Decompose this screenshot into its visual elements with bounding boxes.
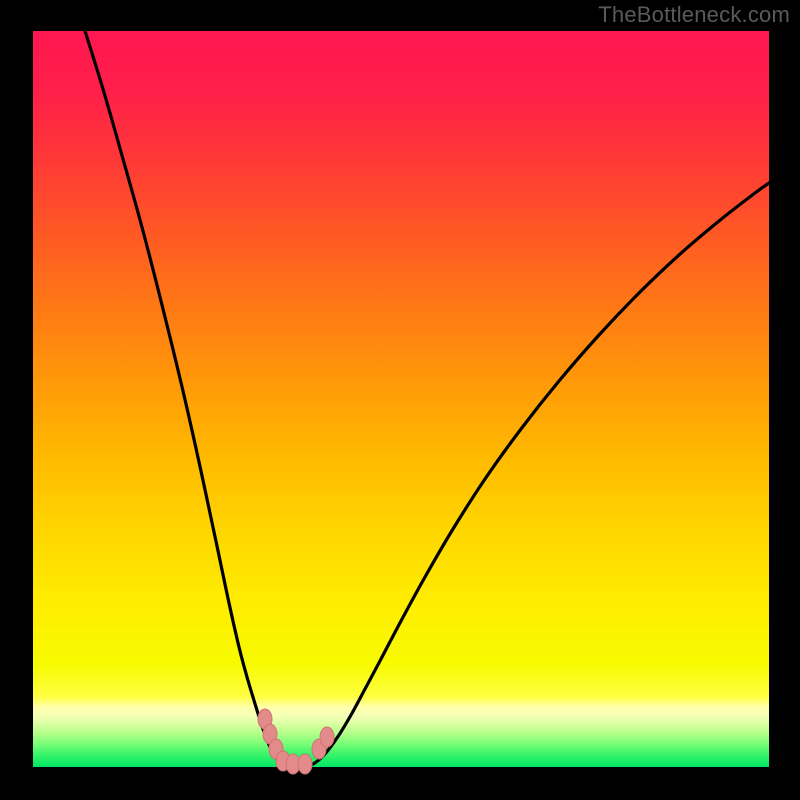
v-curve bbox=[85, 31, 769, 767]
markers-group bbox=[258, 709, 334, 774]
plot-area bbox=[33, 31, 769, 767]
marker-dot bbox=[320, 727, 334, 747]
chart-stage: TheBottleneck.com bbox=[0, 0, 800, 800]
curve-layer bbox=[33, 31, 769, 767]
watermark-text: TheBottleneck.com bbox=[598, 2, 790, 28]
marker-dot bbox=[298, 754, 312, 774]
